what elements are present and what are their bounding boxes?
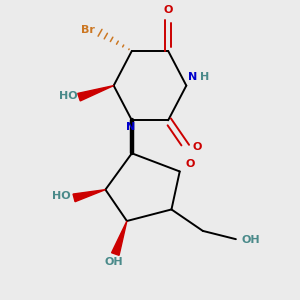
Text: O: O — [186, 159, 195, 169]
Text: N: N — [126, 122, 135, 132]
Polygon shape — [112, 221, 127, 255]
Text: H: H — [200, 72, 209, 82]
Text: HO: HO — [59, 91, 77, 101]
Text: OH: OH — [104, 257, 123, 267]
Text: O: O — [193, 142, 202, 152]
Polygon shape — [73, 190, 105, 202]
Text: Br: Br — [81, 26, 94, 35]
Text: HO: HO — [52, 191, 71, 201]
Polygon shape — [78, 85, 114, 101]
Text: OH: OH — [242, 235, 260, 245]
Text: N: N — [188, 72, 197, 82]
Text: O: O — [164, 5, 173, 15]
